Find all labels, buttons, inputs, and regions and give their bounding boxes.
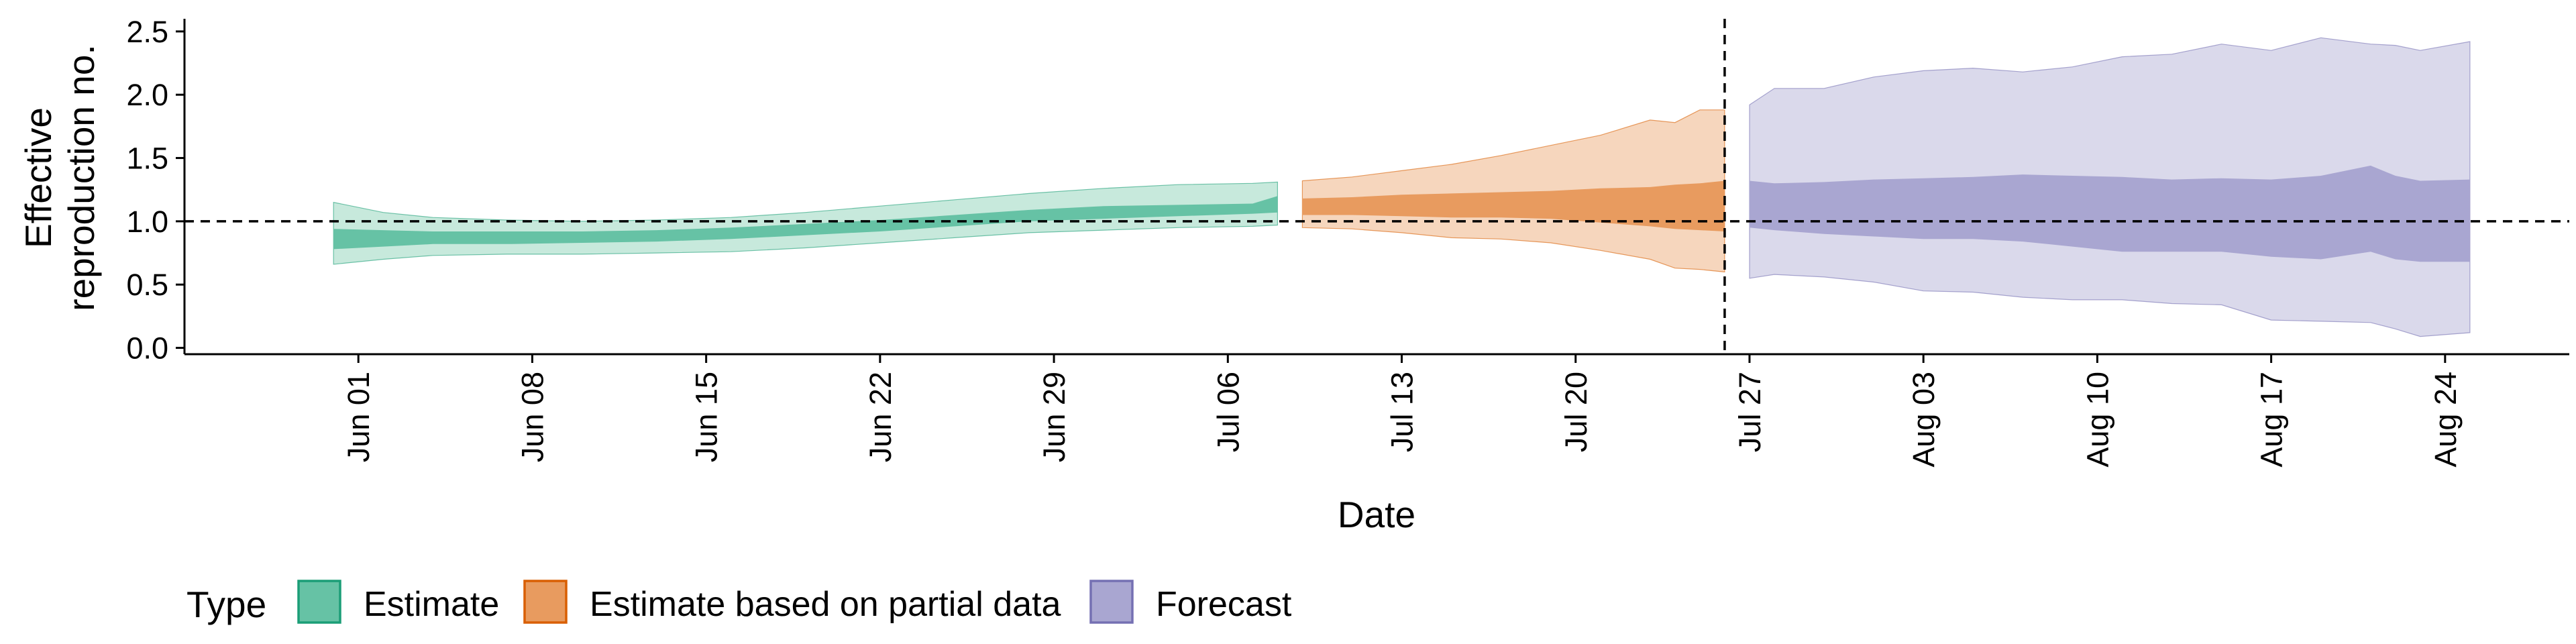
legend-item-estimate: Estimate bbox=[297, 580, 499, 624]
legend-label: Forecast bbox=[1156, 585, 1292, 624]
y-axis-title-line-2: reproduction no. bbox=[60, 44, 102, 311]
x-tick-label: Aug 03 bbox=[1907, 372, 1941, 468]
x-tick-label: Jul 13 bbox=[1385, 372, 1419, 452]
ticks-layer: 0.0 0.5 1.0 1.5 2.0 2.5 Jun 01 Jun 08 Jun 15 Jun … bbox=[126, 15, 2462, 468]
y-tick-label: 2.0 bbox=[126, 78, 168, 112]
legend-label: Estimate based on partial data bbox=[590, 585, 1061, 624]
estimate-based-on-partial-data-inner-ribbon bbox=[1302, 180, 1725, 231]
estimate-based-on-partial-data-outer-ribbon bbox=[1301, 109, 1725, 273]
x-tick-label: Jun 15 bbox=[690, 372, 724, 462]
x-tick-label: Aug 24 bbox=[2428, 372, 2463, 468]
x-tick-label: Jun 01 bbox=[341, 372, 376, 462]
legend-label: Estimate bbox=[364, 585, 499, 624]
x-tick-label: Aug 17 bbox=[2255, 372, 2289, 468]
legend-title: Type bbox=[186, 584, 266, 625]
estimate-outer-ribbon bbox=[333, 181, 1279, 265]
y-tick-label: 2.5 bbox=[126, 15, 168, 49]
forecast-inner-ribbon bbox=[1750, 165, 2470, 262]
axes-layer bbox=[183, 19, 2569, 356]
reference-lines bbox=[184, 19, 2569, 354]
x-tick-label: Jun 22 bbox=[863, 372, 898, 462]
x-tick-label: Jul 27 bbox=[1733, 372, 1767, 452]
legend-item-estimate-based-on-partial-data: Estimate based on partial data bbox=[523, 580, 1061, 624]
ribbons-layer bbox=[333, 37, 2471, 337]
legend-swatch bbox=[297, 580, 341, 624]
x-axis-title: Date bbox=[1338, 494, 1415, 535]
estimate-inner-ribbon bbox=[333, 196, 1278, 250]
legend-swatch bbox=[1089, 580, 1134, 624]
y-axis-title-line-1: Effective bbox=[17, 107, 59, 248]
legend: Type Estimate Estimate based on partial d… bbox=[186, 580, 1292, 625]
y-axis-title: Effective reproduction no. bbox=[17, 44, 102, 311]
y-tick-label: 1.0 bbox=[126, 205, 168, 239]
y-tick-label: 0.5 bbox=[126, 268, 168, 302]
legend-swatch bbox=[523, 580, 568, 624]
legend-item-forecast: Forecast bbox=[1089, 580, 1292, 624]
y-tick-label: 1.5 bbox=[126, 142, 168, 176]
x-tick-label: Jul 20 bbox=[1559, 372, 1593, 452]
x-tick-label: Aug 10 bbox=[2080, 372, 2114, 468]
x-tick-label: Jul 06 bbox=[1211, 372, 1245, 452]
y-tick-label: 0.0 bbox=[126, 331, 168, 366]
x-tick-label: Jun 29 bbox=[1037, 372, 1071, 462]
x-tick-label: Jun 08 bbox=[515, 372, 549, 462]
